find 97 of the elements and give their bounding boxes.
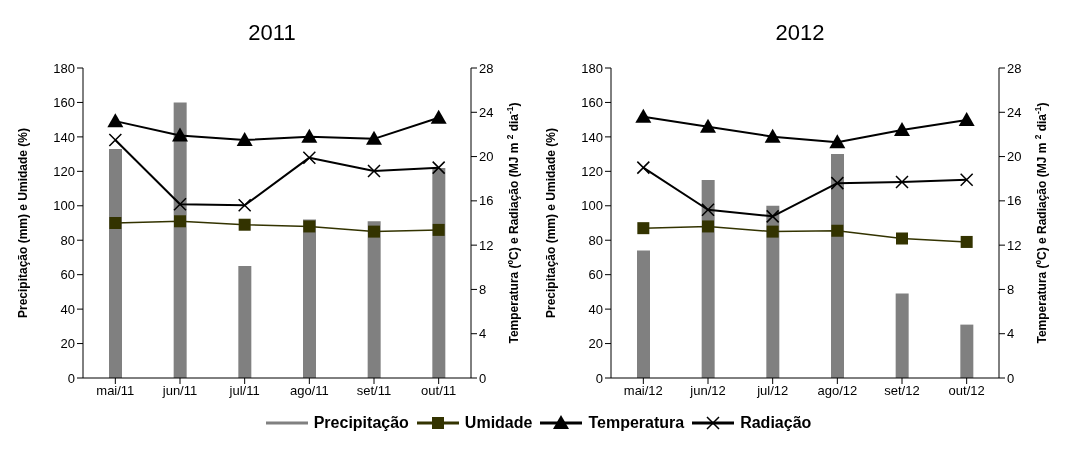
y-tick-label: 160: [581, 95, 603, 111]
y-tick-label: 120: [53, 163, 75, 179]
y-tick-label: 80: [60, 232, 75, 248]
bar: [109, 148, 122, 378]
point: [367, 164, 381, 178]
point: [430, 109, 447, 124]
y2-tick-label: 0: [479, 370, 487, 386]
y-tick-label: 40: [60, 301, 75, 317]
y-tick-label: 180: [53, 60, 75, 76]
point: [765, 209, 780, 224]
y2-tick-label: 8: [479, 282, 487, 298]
x-tick-label: mai/12: [623, 383, 663, 399]
point: [635, 108, 652, 123]
y-tick-label: 20: [60, 336, 75, 352]
point: [700, 118, 716, 133]
x-tick-label: jun/11: [161, 383, 198, 399]
point: [431, 160, 446, 175]
point: [896, 232, 908, 245]
bar: [766, 205, 780, 378]
point: [829, 134, 846, 149]
y-tick-label: 60: [588, 267, 603, 283]
point: [766, 225, 779, 238]
point: [831, 224, 844, 237]
point: [960, 235, 973, 248]
bar: [960, 324, 974, 378]
y-tick-label: 140: [53, 129, 75, 145]
x-tick-label: out/11: [421, 383, 457, 399]
y-tick-label: 160: [53, 95, 75, 111]
y-tick-label: 120: [581, 163, 603, 179]
y-tick-label: 180: [581, 60, 603, 76]
y2-tick-label: 16: [479, 193, 494, 209]
point: [959, 173, 974, 187]
bar: [831, 154, 844, 378]
bar: [637, 250, 650, 378]
bar: [895, 293, 909, 378]
x-tick-label: jul/11: [228, 383, 260, 399]
point: [895, 175, 909, 189]
y2-tick-label: 24: [1007, 104, 1022, 120]
y2-tick-label: 4: [1007, 326, 1015, 342]
point: [894, 122, 910, 136]
point: [764, 128, 781, 143]
legend-label: Precipitação: [313, 414, 409, 432]
y-axis-title: Precipitação (mm) e Umidade (%): [544, 127, 559, 319]
y-axis-title: Precipitação (mm) e Umidade (%): [16, 127, 31, 319]
x-tick-label: jul/12: [756, 383, 789, 399]
x-tick-label: out/12: [948, 383, 985, 399]
point: [173, 197, 187, 211]
y-tick-label: 100: [53, 198, 75, 214]
point: [107, 113, 124, 128]
point: [366, 130, 382, 145]
chart-title: 2011: [247, 20, 297, 46]
bar: [701, 179, 715, 378]
y-tick-label: 40: [588, 301, 603, 317]
bar: [303, 219, 316, 378]
point: [702, 220, 714, 233]
point: [236, 131, 253, 146]
x-tick-label: ago/11: [289, 383, 329, 399]
point: [302, 150, 317, 165]
point: [637, 222, 650, 235]
point: [301, 128, 318, 143]
y2-tick-label: 12: [1007, 237, 1022, 253]
y2-tick-label: 24: [479, 104, 494, 120]
x-tick-label: set/12: [884, 383, 920, 399]
x-tick-label: set/11: [356, 383, 392, 399]
x-tick-label: jun/12: [689, 383, 726, 399]
legend-label: Radiação: [740, 414, 812, 432]
y2-tick-label: 20: [1007, 149, 1022, 165]
y2-tick-label: 28: [1007, 60, 1022, 76]
y-tick-label: 140: [581, 129, 603, 145]
point: [830, 176, 845, 190]
y-tick-label: 0: [595, 370, 603, 386]
bar: [367, 221, 381, 378]
point: [108, 133, 123, 147]
point: [172, 127, 188, 142]
y2-tick-label: 20: [479, 149, 494, 165]
bar: [238, 266, 252, 378]
y2-tick-label: 4: [479, 326, 487, 342]
point: [701, 202, 715, 217]
legend-label: Temperatura: [588, 414, 685, 432]
y2-tick-label: 12: [479, 237, 494, 253]
point: [958, 112, 975, 127]
y-tick-label: 100: [581, 198, 603, 214]
y-tick-label: 0: [67, 370, 75, 386]
bar: [432, 167, 446, 378]
y-tick-label: 20: [588, 336, 603, 352]
y2-tick-label: 16: [1007, 193, 1022, 209]
y-tick-label: 80: [588, 232, 603, 248]
legend-label: Umidade: [464, 414, 533, 432]
y2-tick-label: 8: [1007, 282, 1015, 298]
chart-title: 2012: [774, 20, 826, 46]
x-tick-label: ago/12: [817, 383, 858, 399]
x-tick-label: mai/11: [96, 383, 135, 399]
y-tick-label: 60: [60, 267, 75, 283]
y2-tick-label: 0: [1007, 370, 1015, 386]
point: [636, 160, 651, 175]
point: [237, 198, 252, 213]
y2-tick-label: 28: [479, 60, 494, 76]
